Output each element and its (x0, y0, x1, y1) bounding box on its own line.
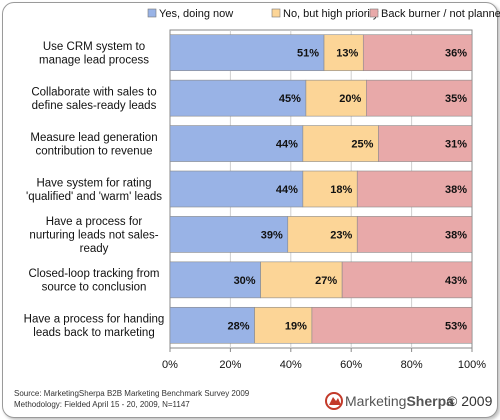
x-axis-ticks: 0% 20% 40% 60% 80% 100% (162, 348, 486, 371)
methodology-note: Methodology: Fielded April 15 - 20, 2009… (14, 400, 190, 409)
category-label-line: Measure lead generation (30, 132, 157, 144)
copyright: © 2009 (447, 393, 493, 409)
legend: Yes, doing now No, but high priority Back … (147, 8, 500, 20)
legend-swatch (147, 8, 157, 18)
bar-value-label: 36% (445, 48, 467, 60)
category-label-line: contribution to revenue (36, 145, 153, 157)
x-tick-label: 80% (401, 359, 423, 371)
bars: 51% 13% 36% 45% 20% 35% 44% 25% 31% 44% 18% 38% 39% 2… (169, 34, 473, 344)
bar-segment (169, 306, 255, 344)
x-tick-label: 40% (280, 359, 302, 371)
category-label: Closed-loop tracking from source to concl… (28, 268, 159, 294)
bar-value-label: 13% (336, 48, 358, 60)
logo-text-part2: Sherpa (406, 393, 454, 409)
category-label-line: manage lead process (39, 54, 149, 66)
bar-value-label: 38% (445, 184, 467, 196)
x-tick-label: 60% (340, 359, 362, 371)
category-labels: Use CRM system to manage lead process Coll… (24, 41, 165, 339)
bar-segment (356, 170, 473, 208)
bar-value-label: 25% (351, 139, 373, 151)
bar-value-label: 27% (315, 275, 337, 287)
bar-value-label: 23% (330, 229, 352, 241)
bar-segment (311, 306, 473, 344)
category-label-line: 'qualified' and 'warm' leads (26, 191, 162, 203)
bar-value-label: 51% (297, 48, 319, 60)
marketingsherpa-logo: MarketingSherpa (325, 392, 454, 410)
legend-label: Yes, doing now (159, 8, 233, 20)
bar-segment (378, 125, 473, 162)
category-label-line: Collaborate with sales to (31, 86, 156, 98)
bar-segment (169, 34, 325, 72)
bar-segment (260, 261, 343, 299)
bar-value-label: 28% (228, 320, 250, 332)
category-label-line: source to conclusion (42, 282, 147, 294)
bar-segment (341, 261, 473, 299)
logo-mountain-icon (325, 392, 343, 410)
logo-text-part1: Marketing (345, 393, 406, 409)
legend-label: No, but high priority (283, 8, 379, 20)
bar-segment (169, 79, 307, 117)
bar-value-label: 20% (339, 93, 361, 105)
category-label-line: Closed-loop tracking from (28, 268, 159, 280)
bar-segment (169, 170, 304, 208)
bar-segment (356, 216, 473, 253)
category-label-line: leads back to marketing (33, 327, 154, 339)
bar-value-label: 18% (330, 184, 352, 196)
legend-label: Back burner / not planned (381, 8, 500, 20)
legend-swatch (271, 8, 281, 18)
category-label: Use CRM system to manage lead process (39, 41, 149, 67)
bar-value-label: 38% (445, 229, 467, 241)
category-label: Have system for rating 'qualified' and 'w… (26, 177, 162, 203)
bar-segment (302, 125, 379, 162)
x-tick-label: 100% (458, 359, 486, 371)
category-label-line: define sales-ready leads (32, 100, 157, 112)
bar-value-label: 31% (445, 139, 467, 151)
x-tick-label: 20% (219, 359, 241, 371)
category-label: Have a process for nurturing leads not sa… (29, 216, 158, 255)
bar-value-label: 44% (276, 184, 298, 196)
category-label-line: ready (80, 243, 109, 255)
bar-segment (302, 170, 358, 208)
x-tick-label: 0% (162, 359, 178, 371)
bar-segment (169, 125, 304, 162)
category-label-line: Have a process for (46, 216, 143, 228)
bar-segment (365, 79, 473, 117)
bar-value-label: 30% (234, 275, 256, 287)
category-label: Measure lead generation contribution to r… (30, 132, 157, 158)
legend-swatch (369, 8, 379, 18)
category-label: Collaborate with sales to define sales-re… (31, 86, 156, 112)
category-label-line: Have a process for handing (24, 314, 165, 326)
bar-value-label: 44% (276, 139, 298, 151)
bar-segment (254, 306, 313, 344)
bar-value-label: 43% (445, 275, 467, 287)
bar-segment (362, 34, 473, 72)
bar-segment (169, 261, 261, 299)
bar-value-label: 45% (279, 93, 301, 105)
bar-value-label: 35% (445, 93, 467, 105)
logo-text: MarketingSherpa (345, 393, 454, 409)
category-label-line: Use CRM system to (43, 41, 145, 53)
bar-segment (323, 34, 364, 72)
category-label-line: Have system for rating (36, 177, 151, 189)
bar-value-label: 53% (445, 320, 467, 332)
bar-value-label: 39% (261, 229, 283, 241)
source-note: Source: MarketingSherpa B2B Marketing Be… (14, 389, 250, 398)
category-label-line: nurturing leads not sales- (29, 229, 158, 241)
bar-value-label: 19% (285, 320, 307, 332)
category-label: Have a process for handing leads back to … (24, 314, 165, 340)
